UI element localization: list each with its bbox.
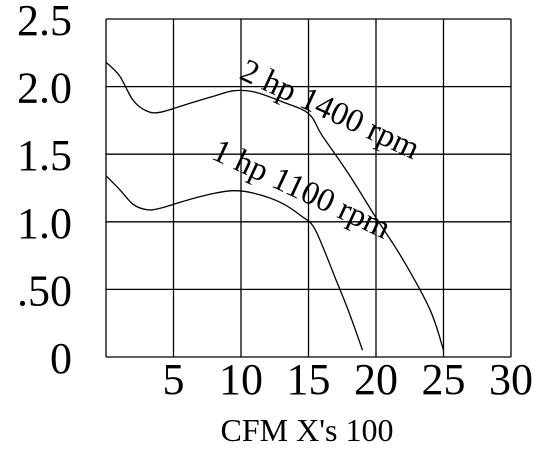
y-tick-label: 0: [50, 334, 72, 383]
y-tick-label: 2.5: [17, 0, 72, 45]
y-tick-label: 1.5: [17, 131, 72, 180]
y-tick-label: .50: [17, 266, 72, 315]
x-axis-title: CFM X's 100: [221, 412, 394, 448]
x-tick-label: 10: [219, 355, 263, 404]
series-line-1: [105, 175, 364, 351]
grid: [105, 18, 512, 358]
tick-labels: 0 .50 1.0 1.5 2.0 2.5 5 10 15 20 25 30: [17, 0, 533, 404]
y-tick-label: 1.0: [17, 199, 72, 248]
x-tick-label: 5: [163, 355, 185, 404]
x-tick-label: 25: [422, 355, 466, 404]
series-label-2hp: 2 hp 1400 rpm: [235, 53, 426, 168]
x-tick-label: 30: [489, 355, 533, 404]
plot-area: [105, 61, 445, 351]
x-tick-label: 15: [287, 355, 331, 404]
series-label-1hp: 1 hp 1100 rpm: [207, 133, 397, 247]
series-line-0: [105, 61, 445, 351]
x-tick-label: 20: [354, 355, 398, 404]
y-tick-label: 2.0: [17, 64, 72, 113]
